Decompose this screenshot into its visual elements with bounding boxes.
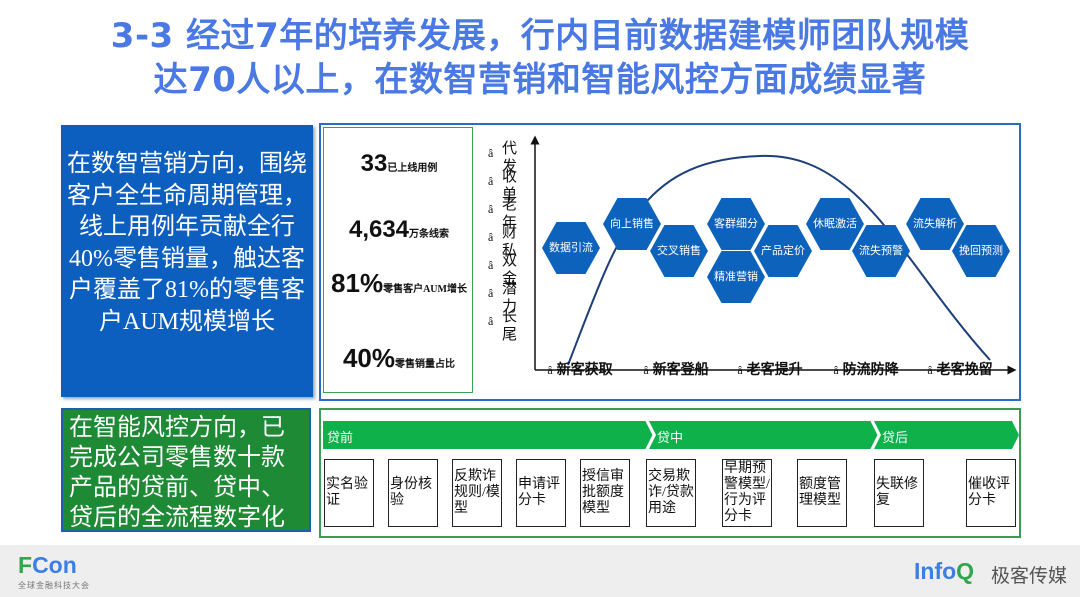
phase-post-loan: 贷后	[882, 430, 909, 445]
segment-item: â 长尾	[488, 309, 518, 343]
title-line-2: 达70人以上，在数智营销和智能风控方面成绩显著	[153, 60, 927, 100]
segment-item: â 代发	[488, 141, 518, 175]
stat-label: 零售销量占比	[395, 359, 456, 370]
hex-pricing: 产品定价	[754, 225, 812, 277]
customer-segment-list: â 代发 â 收单 â 老年 â 财私 â 双金 â 潜力 â 长尾	[488, 140, 528, 343]
stat-label: 万条线索	[409, 229, 450, 240]
segment-item: â 双金	[488, 253, 518, 287]
stat-value: 33	[360, 150, 388, 177]
model-box: 交易欺诈/贷款用途	[646, 459, 696, 527]
hex-recovery-prediction: 挽回预测	[952, 225, 1010, 277]
segment-item: â 收单	[488, 169, 518, 203]
stage-label: â 新客登船	[643, 363, 709, 378]
risk-detail-panel	[319, 408, 1021, 538]
segment-item: â 潜力	[488, 281, 518, 315]
model-box: 额度管理模型	[797, 459, 847, 527]
model-box: 授信审批额度模型	[580, 459, 630, 527]
segment-item: â 财私	[488, 225, 518, 259]
stat-value: 40%	[342, 343, 396, 373]
stat-sales: 40%零售销量占比	[324, 343, 474, 374]
stat-aum: 81%零售客户AUM增长	[324, 270, 474, 297]
hex-dormant-activation: 休眠激活	[806, 198, 864, 250]
lifecycle-curve	[567, 154, 991, 366]
title-line-1: 3-3 经过7年的培养发展，行内目前数据建模师团队规模	[110, 16, 970, 56]
stat-value: 81%	[331, 268, 384, 298]
stage-label: â 老客提升	[737, 363, 803, 378]
stat-leads: 4,634万条线索	[324, 216, 474, 244]
model-box: 失联修复	[874, 459, 924, 527]
stage-label: â 新客获取	[547, 363, 613, 378]
hex-churn-warning: 流失预警	[852, 225, 910, 277]
marketing-detail-panel	[319, 123, 1021, 401]
phase-pre-loan: 贷前	[327, 430, 354, 445]
infoq-logo: InfoQ	[914, 558, 975, 584]
model-box: 早期预警模型/行为评分卡	[722, 459, 772, 527]
model-box: 实名验证	[324, 459, 374, 527]
stat-cases: 33已上线用例	[324, 150, 474, 178]
hex-churn-analysis: 流失解析	[906, 198, 964, 250]
hex-upsell: 向上销售	[603, 198, 661, 250]
risk-summary-panel: 在智能风控方向，已完成公司零售数十款产品的贷前、贷中、贷后的全流程数字化	[61, 408, 311, 532]
fcon-subtitle: 全球金融科技大会	[18, 581, 90, 590]
stage-label: â 老客挽留	[927, 363, 993, 378]
segment-item: â 老年	[488, 197, 518, 231]
footer-bar	[0, 545, 1080, 597]
model-box: 反欺诈规则/模型	[452, 459, 502, 527]
stat-label: 已上线用例	[387, 163, 438, 174]
phase-in-loan: 贷中	[657, 430, 684, 445]
model-box: 催收评分卡	[966, 459, 1016, 527]
hex-data-traffic: 数据引流	[542, 222, 600, 274]
stats-box: 33已上线用例 4,634万条线索 81%零售客户AUM增长 40%零售销量占比	[323, 127, 473, 393]
hex-precision-marketing: 精准营销	[707, 251, 765, 303]
hex-segmentation: 客群细分	[707, 198, 765, 250]
marketing-summary-panel: 在数智营销方向，围绕客户全生命周期管理，线上用例年贡献全行40%零售销量，触达客…	[61, 125, 313, 397]
stat-value: 4,634	[348, 216, 410, 243]
infoq-brand-text: 极客传媒	[991, 565, 1068, 587]
stat-label: 零售客户AUM增长	[383, 284, 467, 295]
model-box: 申请评分卡	[516, 459, 566, 527]
model-box: 身份核验	[388, 459, 438, 527]
loan-phase-arrow-bar	[323, 421, 1019, 449]
slide-title: 3-3 经过7年的培养发展，行内目前数据建模师团队规模 达70人以上，在数智营销…	[0, 14, 1080, 102]
hex-cross-sell: 交叉销售	[650, 225, 708, 277]
stage-label: â 防流防降	[833, 363, 899, 378]
fcon-logo: FCon	[18, 552, 77, 578]
